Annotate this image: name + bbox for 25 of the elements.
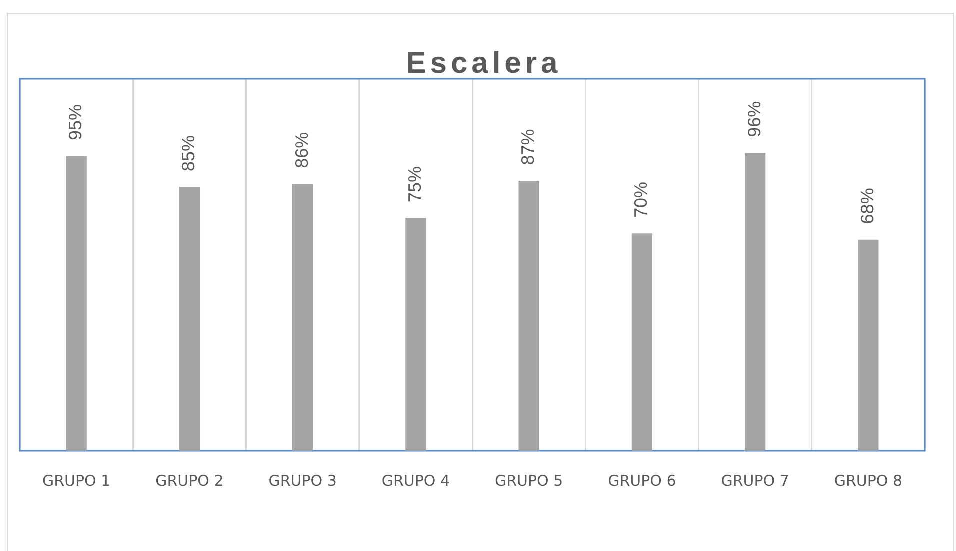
data-label: 75% — [404, 166, 425, 202]
data-label: 86% — [292, 132, 312, 168]
x-tick-label: GRUPO 4 — [382, 472, 450, 490]
bar — [744, 153, 766, 451]
chart-title: Escalera — [405, 46, 563, 82]
data-label: 96% — [744, 101, 764, 138]
x-tick-label: GRUPO 6 — [608, 472, 676, 490]
x-tick-label: GRUPO 7 — [721, 472, 790, 490]
bar — [179, 187, 200, 451]
x-tick-label: GRUPO 2 — [156, 472, 224, 490]
data-label: 87% — [518, 129, 538, 166]
bar — [66, 156, 87, 451]
x-tick-label: GRUPO 3 — [268, 472, 337, 490]
x-tick-label: GRUPO 5 — [494, 472, 564, 490]
data-label: 68% — [857, 188, 878, 224]
x-tick-label: GRUPO 1 — [42, 472, 111, 490]
data-label: 95% — [66, 104, 86, 140]
data-label: 85% — [178, 135, 199, 172]
data-label: 70% — [631, 182, 652, 218]
x-tick-label: GRUPO 8 — [834, 472, 903, 490]
bar — [632, 234, 653, 451]
bar — [406, 218, 426, 451]
bar — [858, 240, 879, 451]
bar — [518, 180, 540, 451]
bar — [292, 184, 314, 451]
